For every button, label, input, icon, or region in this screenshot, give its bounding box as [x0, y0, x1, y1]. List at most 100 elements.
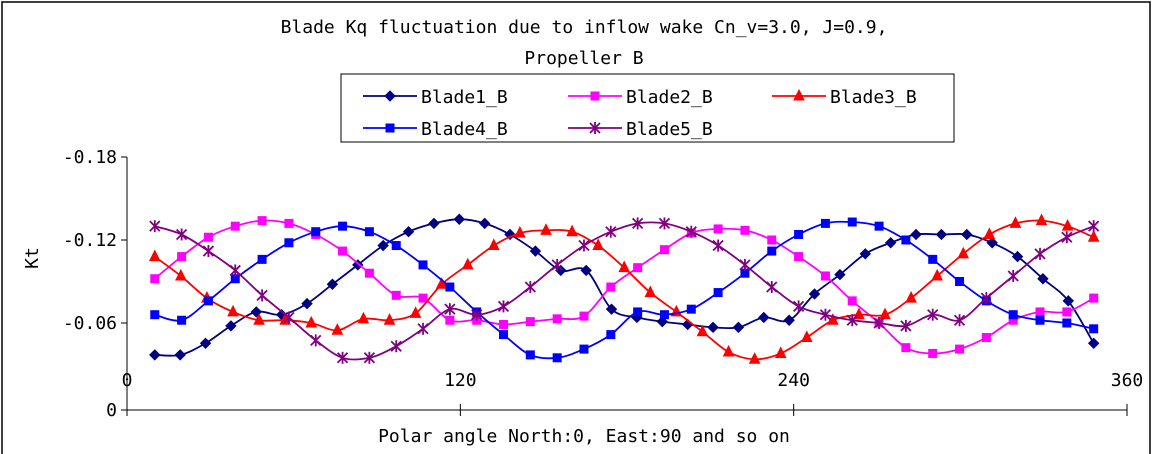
data-point: [766, 281, 778, 294]
legend-label: Blade1_B: [421, 87, 508, 108]
data-point: [177, 252, 187, 262]
data-point: [658, 217, 671, 230]
data-point: [1061, 219, 1074, 231]
legend-marker: [589, 122, 601, 134]
data-point: [900, 319, 912, 332]
x-axis-title: Polar angle North:0, East:90 and so on: [378, 426, 790, 447]
data-point: [983, 227, 996, 239]
data-point: [175, 228, 188, 241]
data-point: [390, 340, 402, 353]
data-point: [847, 296, 857, 306]
data-point: [957, 246, 970, 259]
data-point: [605, 303, 618, 315]
data-point: [905, 290, 917, 303]
data-point: [884, 237, 897, 249]
data-point: [417, 322, 429, 335]
data-point: [1062, 307, 1072, 317]
data-point: [150, 310, 160, 320]
legend-label: Blade4_B: [421, 119, 508, 140]
data-point: [713, 224, 723, 234]
series-Blade5_B: [149, 217, 1100, 364]
x-tick-label: 360: [1111, 370, 1144, 391]
legend-label: Blade5_B: [626, 119, 713, 140]
data-point: [311, 227, 321, 237]
data-point: [820, 271, 830, 281]
data-point: [175, 268, 187, 281]
data-point: [203, 296, 213, 306]
data-point: [149, 220, 161, 233]
data-point: [713, 288, 723, 298]
data-point: [552, 353, 562, 363]
data-point: [644, 285, 657, 298]
data-point: [149, 349, 161, 361]
x-tick-label: 120: [444, 370, 477, 391]
data-point: [606, 282, 616, 292]
data-point: [326, 278, 339, 290]
data-point: [471, 308, 483, 321]
data-point: [1062, 318, 1072, 328]
data-point: [794, 229, 804, 239]
data-point: [859, 248, 871, 260]
data-point: [257, 216, 267, 226]
data-point: [199, 337, 212, 350]
data-point: [1034, 247, 1046, 260]
legend-label: Blade2_B: [626, 87, 713, 108]
data-point: [874, 221, 884, 231]
data-point: [364, 268, 374, 278]
legend-marker: [793, 88, 805, 101]
data-point: [739, 258, 751, 271]
data-point: [336, 351, 349, 364]
data-point: [529, 245, 542, 257]
legend-label: Blade3_B: [830, 87, 917, 108]
data-point: [1089, 324, 1099, 334]
data-point: [748, 352, 761, 364]
data-point: [284, 218, 294, 228]
data-point: [901, 343, 911, 353]
data-point: [819, 308, 832, 321]
legend-marker: [384, 90, 396, 102]
legend-item: Blade5_B: [568, 119, 713, 140]
data-point: [552, 314, 562, 324]
data-point: [606, 330, 616, 340]
data-point: [873, 317, 885, 329]
data-point: [578, 239, 590, 252]
data-point: [792, 300, 805, 313]
data-point: [383, 313, 396, 325]
legend-item: Blade2_B: [568, 87, 713, 108]
data-point: [774, 346, 787, 358]
x-axis-ticks: 0 120 240 360: [122, 370, 1144, 416]
data-point: [540, 223, 552, 235]
data-point: [418, 260, 428, 270]
data-point: [377, 239, 389, 252]
data-point: [800, 330, 813, 342]
data-point: [202, 245, 215, 258]
data-point: [257, 254, 267, 264]
data-point: [227, 304, 239, 317]
data-point: [707, 321, 719, 334]
data-point: [391, 241, 401, 251]
data-point: [901, 235, 911, 245]
data-point: [352, 259, 364, 271]
data-point: [931, 268, 943, 281]
y-axis-ticks: -0.18 -0.12 -0.06 0: [63, 147, 127, 421]
data-point: [418, 293, 428, 303]
data-point: [150, 274, 160, 284]
data-point: [357, 311, 370, 324]
data-point: [525, 350, 535, 360]
data-point: [579, 311, 589, 321]
data-point: [955, 277, 965, 286]
data-point: [497, 300, 510, 313]
data-point: [445, 282, 455, 292]
data-point: [927, 308, 939, 321]
data-point: [592, 238, 604, 251]
data-point: [253, 313, 265, 325]
data-point: [338, 221, 348, 231]
data-point: [1011, 250, 1024, 263]
data-point: [955, 344, 965, 354]
data-point: [618, 260, 631, 273]
y-axis-title: Kt: [22, 247, 43, 269]
data-point: [551, 258, 563, 271]
data-point: [148, 249, 161, 262]
data-point: [696, 324, 709, 337]
